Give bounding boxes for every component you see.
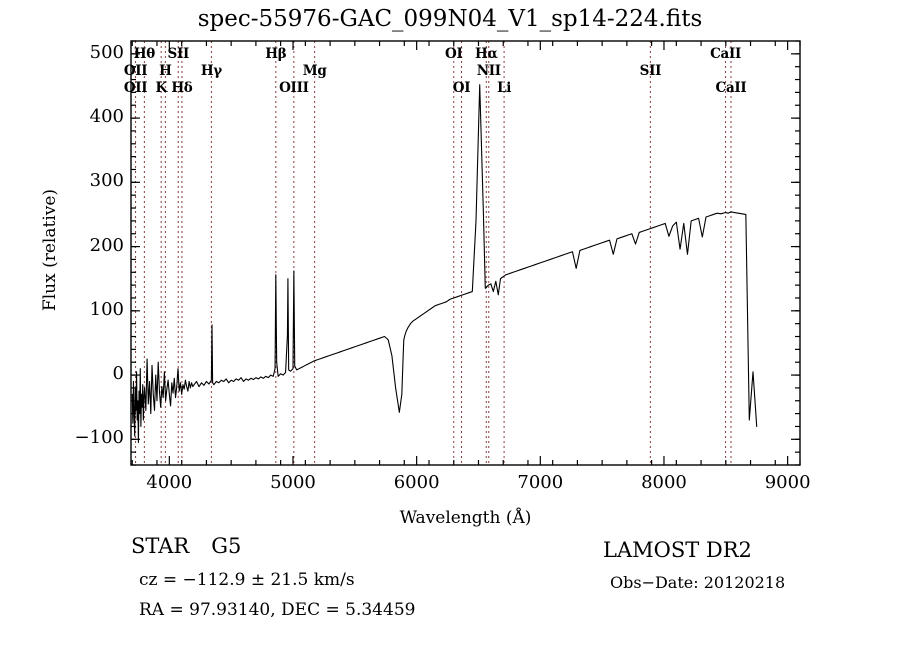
x-tick-label: 7000 bbox=[517, 472, 564, 493]
x-tick-label: 5000 bbox=[270, 472, 316, 493]
spectral-line-label: Li bbox=[497, 80, 512, 96]
spectral-line-label: Hγ bbox=[200, 63, 222, 79]
spectral-line-label: OIII bbox=[279, 80, 309, 96]
spectral-line-label: NII bbox=[476, 63, 501, 79]
spectral-line-label: Hβ bbox=[265, 46, 287, 62]
object-type-label: STAR G5 bbox=[131, 534, 241, 558]
spectral-line-label: CaII bbox=[710, 46, 742, 62]
spectral-line-label: Hδ bbox=[171, 80, 193, 96]
spectrum-trace bbox=[131, 84, 758, 444]
obs-date: Obs−Date: 20120218 bbox=[610, 573, 786, 592]
spectral-line-label: SII bbox=[167, 46, 189, 62]
spectral-line-label: SII bbox=[639, 63, 662, 79]
y-tick-label: 200 bbox=[89, 234, 124, 256]
y-tick-label: 300 bbox=[89, 170, 124, 192]
y-tick-label: −100 bbox=[74, 427, 124, 449]
spectral-line-label: Hθ bbox=[133, 46, 155, 62]
survey-label: LAMOST DR2 bbox=[603, 538, 752, 562]
spectral-line-label: CaII bbox=[715, 80, 747, 96]
axis-ticks bbox=[131, 40, 801, 466]
y-tick-label: 0 bbox=[112, 363, 124, 385]
redshift-velocity: cz = −112.9 ± 21.5 km/s bbox=[139, 570, 355, 590]
spectral-line-label: OI bbox=[452, 80, 471, 96]
spectral-class: G5 bbox=[211, 534, 242, 558]
spectral-line-label: OII bbox=[123, 63, 148, 79]
x-axis-title: Wavelength (Å) bbox=[399, 508, 532, 528]
spectral-line-label: Mg bbox=[302, 63, 327, 79]
page-title: spec-55976-GAC_099N04_V1_sp14-224.fits bbox=[197, 6, 703, 32]
spectral-line-label: K bbox=[155, 80, 167, 96]
y-axis-title: Flux (relative) bbox=[40, 188, 60, 312]
spectral-line-label: OII bbox=[123, 80, 148, 96]
x-tick-label: 9000 bbox=[764, 472, 811, 493]
x-tick-label: 6000 bbox=[393, 472, 440, 493]
spectral-line-label: H bbox=[159, 63, 172, 79]
x-tick-label: 8000 bbox=[641, 472, 687, 493]
spectral-line-markers bbox=[135, 41, 732, 465]
y-tick-label: 400 bbox=[89, 106, 124, 128]
x-tick-label: 4000 bbox=[146, 472, 193, 493]
object-type: STAR bbox=[131, 534, 190, 558]
coordinates: RA = 97.93140, DEC = 5.34459 bbox=[139, 600, 416, 620]
plot-frame bbox=[130, 40, 801, 466]
y-tick-label: 500 bbox=[89, 41, 124, 63]
spectral-line-label: Hα bbox=[474, 46, 498, 62]
y-tick-label: 100 bbox=[89, 298, 124, 320]
spectral-line-label: OI bbox=[445, 46, 463, 62]
